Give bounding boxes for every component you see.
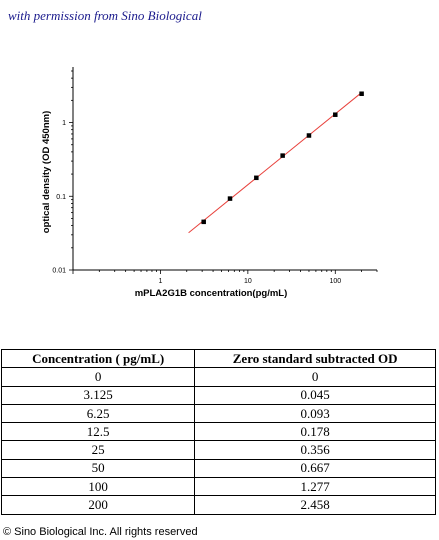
data-point [280,153,285,158]
concentration-cell: 200 [0,495,196,515]
copyright-notice: © Sino Biological Inc. All rights reserv… [3,526,198,538]
y-tick-label: 1 [62,120,66,127]
od-cell: 2.458 [194,495,436,515]
od-cell: 0 [194,367,436,387]
concentration-cell: 0 [0,367,196,387]
data-point [201,219,206,225]
data-point [359,91,364,96]
od-cell: 0.178 [194,422,436,442]
table-row: 200 2.458 [0,495,436,515]
column-header-concentration: Concentration ( pg/mL) [0,348,196,369]
od-cell: 0.667 [194,458,436,479]
table-row: 3.125 0.045 [0,385,436,405]
fit-line [188,92,362,234]
y-tick-label: 0.01 [52,268,66,275]
concentration-cell: 100 [0,477,196,497]
od-cell: 1.277 [194,477,436,497]
table-row: 25 0.356 [0,440,436,460]
y-tick-label: 0.1 [56,194,66,201]
od-cell: 0.045 [194,385,436,405]
concentration-cell: 50 [0,458,196,479]
x-tick-label: 100 [329,278,341,285]
chart-axes: 0.01 0.1 1 1 10 100 [52,67,378,285]
data-point [254,175,259,181]
x-tick-label: 1 [158,278,162,285]
x-tick-label: 10 [244,278,252,285]
concentration-cell: 25 [0,440,196,460]
data-markers [201,91,364,225]
table-row: 50 0.667 [0,458,436,479]
table-row: 12.5 0.178 [0,422,436,442]
od-cell: 0.093 [194,403,436,424]
table-header-row: Concentration ( pg/mL) Zero standard sub… [0,348,436,369]
od-cell: 0.356 [194,440,436,460]
y-axis-label: optical density (OD 450nm) [41,111,52,233]
od-table: Concentration ( pg/mL) Zero standard sub… [0,348,436,515]
column-header-od: Zero standard subtracted OD [194,348,436,369]
table-row: 100 1.277 [0,477,436,497]
concentration-cell: 3.125 [0,385,196,405]
x-axis-label: mPLA2G1B concentration(pg/mL) [135,288,288,299]
data-point [227,196,233,201]
data-point [333,112,338,117]
concentration-cell: 12.5 [0,422,196,442]
concentration-cell: 6.25 [0,403,196,424]
data-point [306,133,312,138]
standard-curve-chart: 0.01 0.1 1 1 10 100 optical density (OD 450nm… [41,67,378,299]
table-row: 6.25 0.093 [0,403,436,424]
permission-note: with permission from Sino Biological [8,8,202,23]
fit-line-group [188,92,362,234]
